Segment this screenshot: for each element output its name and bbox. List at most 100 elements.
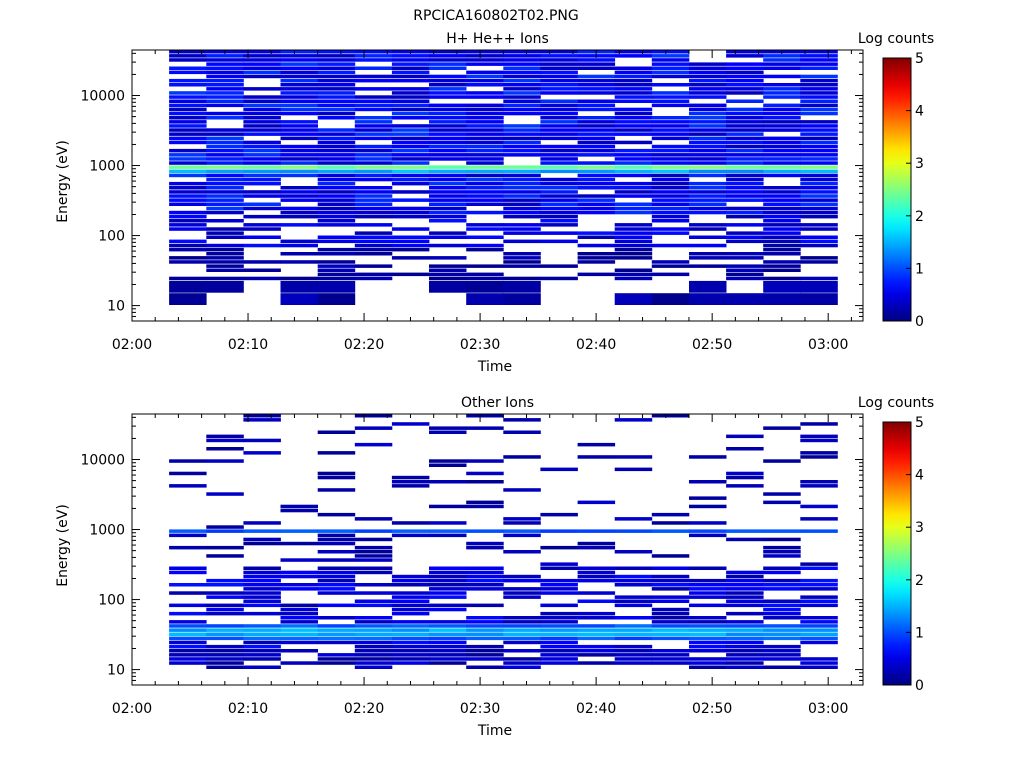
heatmap-cell bbox=[317, 293, 356, 305]
heatmap-cell bbox=[243, 268, 281, 272]
heatmap-cell bbox=[206, 280, 244, 293]
heatmap-cell bbox=[614, 644, 653, 649]
heatmap-cell bbox=[540, 210, 578, 215]
heatmap-cell bbox=[503, 58, 541, 62]
heatmap-cell bbox=[503, 186, 541, 190]
heatmap-cell bbox=[466, 157, 504, 161]
heatmap-cell bbox=[726, 268, 764, 272]
heatmap-cell bbox=[726, 124, 764, 128]
heatmap-cell bbox=[169, 99, 207, 103]
heatmap-cell bbox=[466, 103, 504, 108]
panel-title: H+ He++ Ions bbox=[446, 31, 549, 47]
heatmap-cell bbox=[577, 132, 616, 136]
heatmap-cell bbox=[391, 132, 430, 136]
heatmap-cell bbox=[429, 148, 467, 153]
heatmap-cell bbox=[763, 252, 801, 256]
heatmap-cell bbox=[466, 624, 504, 628]
heatmap-cell bbox=[206, 144, 244, 149]
heatmap-cell bbox=[689, 533, 727, 538]
heatmap-cell bbox=[391, 140, 430, 145]
heatmap-cell bbox=[503, 574, 541, 579]
heatmap-cell bbox=[280, 243, 318, 248]
heatmap-cell bbox=[317, 165, 356, 169]
heatmap-cell bbox=[169, 58, 207, 62]
heatmap-cell bbox=[577, 529, 616, 533]
heatmap-cell bbox=[689, 595, 727, 599]
heatmap-cell bbox=[169, 70, 207, 75]
heatmap-cell bbox=[577, 194, 616, 198]
heatmap-cell bbox=[540, 206, 578, 211]
heatmap-cell bbox=[354, 78, 393, 83]
heatmap-cell bbox=[317, 153, 356, 157]
heatmap-cell bbox=[243, 537, 281, 542]
heatmap-cell bbox=[763, 219, 801, 223]
heatmap-cell bbox=[503, 620, 541, 624]
heatmap-cell bbox=[577, 202, 616, 206]
heatmap-cell bbox=[651, 181, 690, 186]
heatmap-cell bbox=[169, 644, 207, 649]
heatmap-cell bbox=[614, 120, 653, 124]
heatmap-cell bbox=[354, 206, 393, 211]
heatmap-cell bbox=[763, 459, 801, 463]
heatmap-cell bbox=[540, 153, 578, 157]
heatmap-cell bbox=[503, 264, 541, 268]
heatmap-cell bbox=[317, 173, 356, 178]
heatmap-cell bbox=[651, 132, 690, 136]
heatmap-cell bbox=[540, 99, 578, 103]
heatmap-cell bbox=[169, 214, 207, 219]
heatmap-cell bbox=[689, 111, 727, 116]
heatmap-cell bbox=[391, 628, 430, 632]
heatmap-cell bbox=[689, 603, 727, 608]
heatmap-cell bbox=[280, 99, 318, 103]
heatmap-cell bbox=[466, 83, 504, 87]
panel-title: Other Ions bbox=[461, 395, 534, 411]
heatmap-cell bbox=[651, 611, 690, 616]
heatmap-cell bbox=[726, 471, 764, 476]
heatmap-cell bbox=[689, 144, 727, 149]
heatmap-cell bbox=[169, 181, 207, 186]
heatmap-cell bbox=[800, 227, 838, 231]
heatmap-cell bbox=[614, 169, 653, 174]
heatmap-cell bbox=[169, 243, 207, 248]
heatmap-cell bbox=[429, 78, 467, 83]
heatmap-cell bbox=[429, 194, 467, 198]
heatmap-cell bbox=[206, 157, 244, 161]
heatmap-cell bbox=[503, 74, 541, 79]
heatmap-cell bbox=[726, 54, 764, 58]
heatmap-cell bbox=[243, 603, 281, 608]
heatmap-cell bbox=[429, 87, 467, 91]
heatmap-cell bbox=[243, 521, 281, 525]
heatmap-cell bbox=[651, 136, 690, 141]
heatmap-cell bbox=[391, 595, 430, 599]
heatmap-cell bbox=[577, 116, 616, 120]
heatmap-cell bbox=[503, 628, 541, 632]
heatmap-cell bbox=[206, 247, 244, 252]
heatmap-cell bbox=[577, 661, 616, 665]
heatmap-cell bbox=[243, 165, 281, 169]
heatmap-cell bbox=[280, 74, 318, 79]
heatmap-cell bbox=[689, 583, 727, 587]
heatmap-cell bbox=[800, 95, 838, 99]
heatmap-cell bbox=[689, 587, 727, 591]
heatmap-cell bbox=[169, 165, 207, 169]
heatmap-cell bbox=[763, 190, 801, 194]
heatmap-cell bbox=[614, 74, 653, 79]
heatmap-cell bbox=[466, 173, 504, 178]
heatmap-cell bbox=[577, 616, 616, 620]
heatmap-cell bbox=[651, 587, 690, 591]
heatmap-cell bbox=[503, 640, 541, 645]
heatmap-cell bbox=[243, 587, 281, 591]
heatmap-cell bbox=[726, 570, 764, 575]
heatmap-cell bbox=[206, 653, 244, 657]
heatmap-cell bbox=[206, 181, 244, 186]
heatmap-cell bbox=[689, 624, 727, 628]
heatmap-cell bbox=[280, 640, 318, 645]
heatmap-cell bbox=[206, 235, 244, 239]
heatmap-cell bbox=[391, 116, 430, 120]
heatmap-cell bbox=[466, 107, 504, 112]
heatmap-cell bbox=[466, 243, 504, 248]
colorbar-tick-label: 0 bbox=[915, 678, 924, 694]
heatmap-cell bbox=[354, 66, 393, 70]
heatmap-cell bbox=[614, 231, 653, 235]
heatmap-cell bbox=[577, 124, 616, 128]
